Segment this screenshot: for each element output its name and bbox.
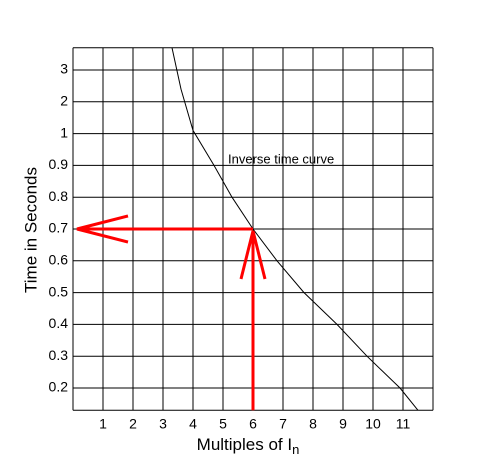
- x-tick-label: 7: [279, 416, 287, 432]
- y-tick-label: 0.4: [49, 315, 69, 331]
- x-tick-label: 9: [339, 416, 347, 432]
- y-tick-label: 0.2: [49, 379, 69, 395]
- y-tick-label: 0.3: [49, 347, 69, 363]
- vertical-arrow: [239, 230, 267, 411]
- y-tick-label: 0.8: [49, 188, 69, 204]
- curve: [171, 47, 419, 411]
- horizontal-arrow: [76, 214, 253, 244]
- y-axis-title: Time in Seconds: [21, 167, 40, 293]
- x-tick-label: 1: [99, 416, 107, 432]
- y-tick-label: 0.9: [49, 156, 69, 172]
- x-tick-label: 8: [309, 416, 317, 432]
- y-tick-label: 1: [60, 124, 68, 140]
- y-tick-label: 0.5: [49, 283, 69, 299]
- x-axis-title-main: Multiples of I: [197, 435, 292, 454]
- y-tick-label: 3: [60, 61, 68, 77]
- y-tick-label: 2: [60, 93, 68, 109]
- annotation: Inverse time curve: [228, 151, 334, 166]
- x-tick-label: 3: [159, 416, 167, 432]
- x-axis-title: Multiples of In: [197, 435, 300, 457]
- x-tick-label: 2: [129, 416, 137, 432]
- x-tick-label: 5: [219, 416, 227, 432]
- x-tick-label: 6: [249, 416, 257, 432]
- x-tick-label: 11: [396, 416, 411, 432]
- y-tick-label: 0.7: [49, 220, 69, 236]
- y-tick-label: 0.6: [49, 252, 69, 268]
- x-axis-title-subscript: n: [292, 442, 299, 457]
- x-tick-label: 4: [189, 416, 197, 432]
- x-tick-label: 10: [365, 416, 381, 432]
